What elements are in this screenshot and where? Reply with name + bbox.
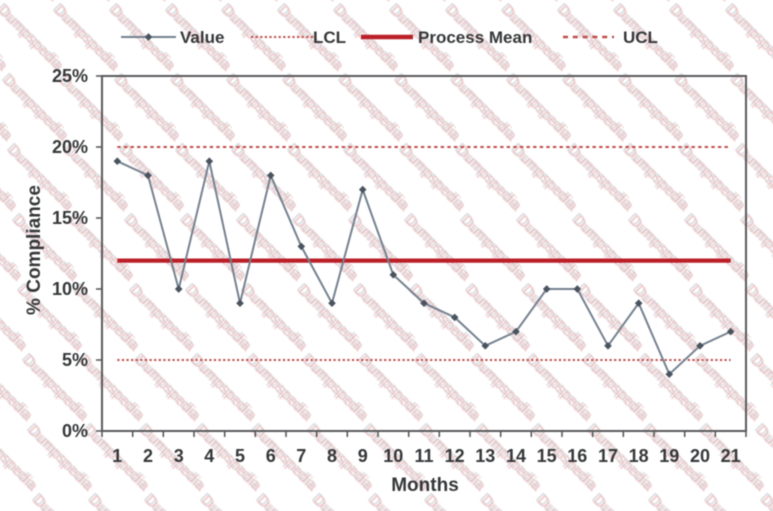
svg-text:15: 15 bbox=[537, 446, 557, 466]
svg-text:UCL: UCL bbox=[623, 28, 658, 47]
svg-text:18: 18 bbox=[629, 446, 649, 466]
svg-text:25%: 25% bbox=[52, 66, 88, 86]
svg-text:% Compliance: % Compliance bbox=[24, 185, 45, 315]
svg-text:11: 11 bbox=[414, 446, 433, 466]
svg-text:5%: 5% bbox=[62, 350, 88, 370]
svg-text:21: 21 bbox=[721, 446, 741, 466]
svg-text:8: 8 bbox=[327, 446, 337, 466]
svg-text:2: 2 bbox=[143, 446, 153, 466]
svg-text:3: 3 bbox=[174, 446, 184, 466]
svg-text:20: 20 bbox=[690, 446, 710, 466]
svg-text:1: 1 bbox=[112, 446, 122, 466]
svg-text:4: 4 bbox=[204, 446, 214, 466]
svg-text:Months: Months bbox=[391, 475, 459, 496]
svg-text:20%: 20% bbox=[52, 137, 88, 157]
svg-text:6: 6 bbox=[266, 446, 276, 466]
svg-text:15%: 15% bbox=[52, 208, 88, 228]
svg-text:10%: 10% bbox=[52, 279, 88, 299]
svg-text:9: 9 bbox=[358, 446, 368, 466]
svg-text:14: 14 bbox=[506, 446, 526, 466]
svg-text:10: 10 bbox=[383, 446, 403, 466]
svg-text:17: 17 bbox=[598, 446, 618, 466]
svg-text:16: 16 bbox=[567, 446, 587, 466]
svg-text:LCL: LCL bbox=[313, 28, 346, 47]
svg-text:Value: Value bbox=[180, 28, 224, 47]
svg-text:0%: 0% bbox=[62, 421, 88, 441]
svg-text:13: 13 bbox=[475, 446, 495, 466]
svg-text:12: 12 bbox=[445, 446, 465, 466]
svg-text:Dumpspedia: Dumpspedia bbox=[718, 0, 773, 5]
svg-text:19: 19 bbox=[659, 446, 679, 466]
svg-text:5: 5 bbox=[235, 446, 245, 466]
svg-text:Process Mean: Process Mean bbox=[418, 28, 532, 47]
svg-text:7: 7 bbox=[296, 446, 306, 466]
